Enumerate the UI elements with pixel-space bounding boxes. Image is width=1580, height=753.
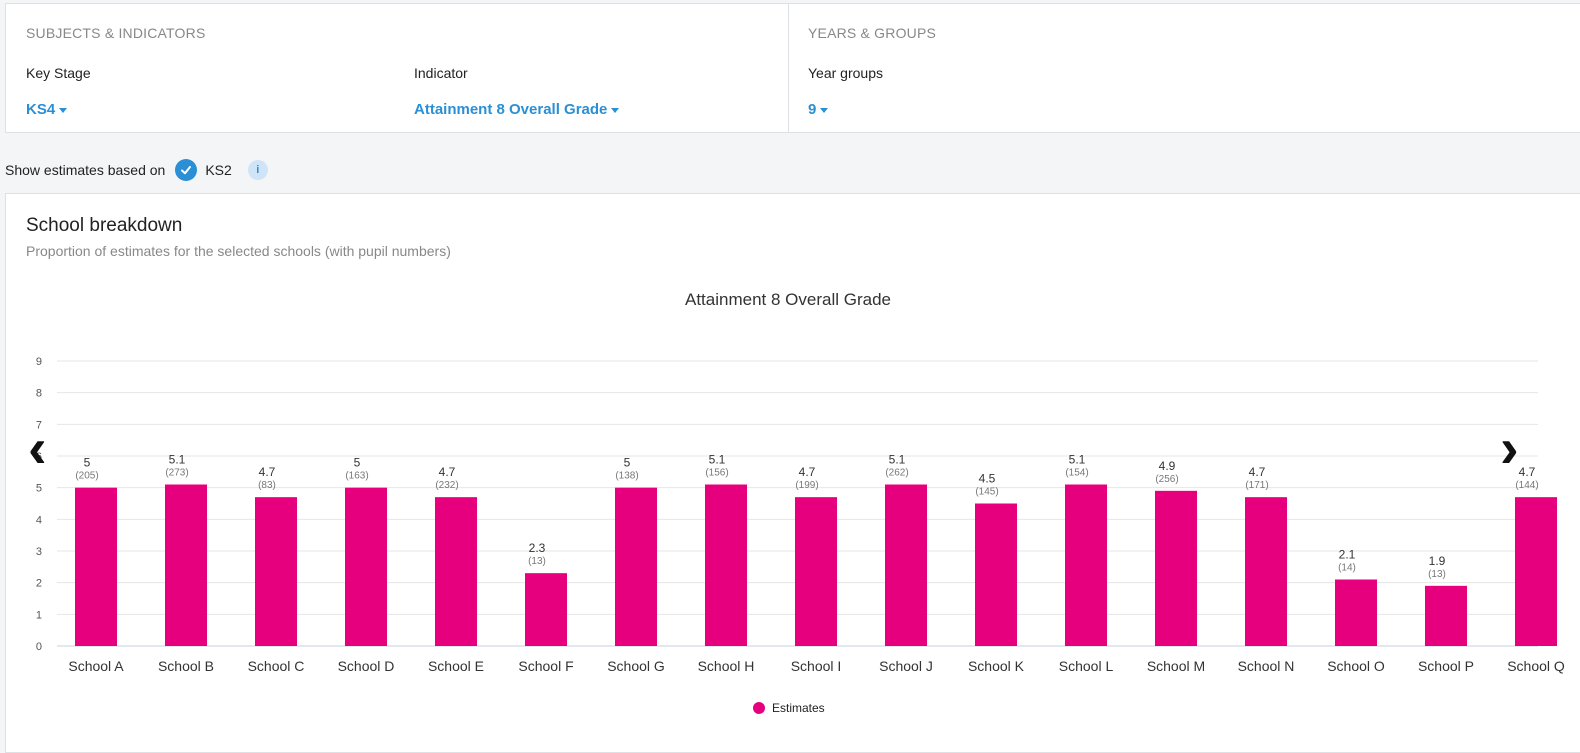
indicator-value: Attainment 8 Overall Grade [414,101,608,118]
filters-panel [5,3,1580,133]
chevron-down-icon [611,107,620,113]
indicator-label: Indicator [414,65,468,81]
prev-arrow-icon[interactable]: ‹ [28,416,47,479]
info-icon[interactable]: i [247,160,268,180]
key-stage-label: Key Stage [26,65,91,81]
year-groups-value: 9 [808,101,817,118]
school-breakdown-card [5,193,1580,753]
estimates-row: Show estimates based on KS2 i [5,158,268,182]
year-groups-dropdown[interactable]: 9 [808,101,829,118]
ks2-label: KS2 [205,162,232,178]
key-stage-value: KS4 [26,101,56,118]
next-arrow-icon[interactable]: › [1500,416,1519,479]
key-stage-dropdown[interactable]: KS4 [26,101,68,118]
panel-divider [788,3,789,133]
ks2-checkbox[interactable] [175,159,198,181]
card-title: School breakdown [26,215,183,236]
chevron-down-icon [820,107,829,113]
chevron-down-icon [59,107,68,113]
subjects-section-title: SUBJECTS & INDICATORS [26,25,206,41]
estimates-label: Show estimates based on [5,162,166,178]
checkmark-icon [181,166,192,175]
years-section-title: YEARS & GROUPS [808,25,937,41]
indicator-dropdown[interactable]: Attainment 8 Overall Grade [414,101,620,118]
card-subtitle: Proportion of estimates for the selected… [26,243,451,259]
year-groups-label: Year groups [808,65,883,81]
